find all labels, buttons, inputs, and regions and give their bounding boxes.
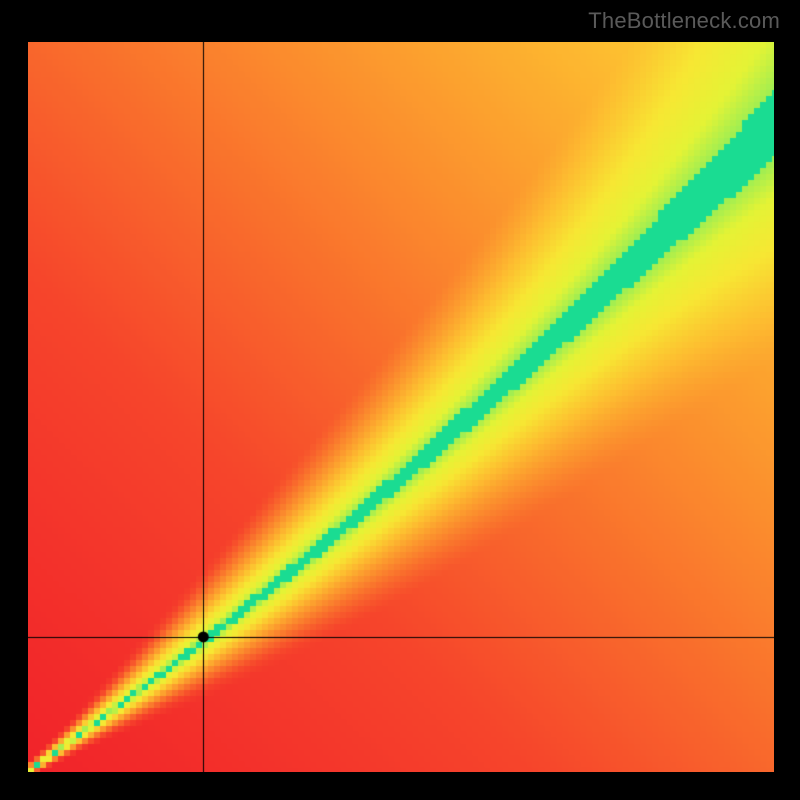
- bottleneck-heatmap: [28, 42, 774, 772]
- chart-container: TheBottleneck.com: [0, 0, 800, 800]
- watermark-text: TheBottleneck.com: [588, 8, 780, 34]
- plot-area: [28, 42, 774, 772]
